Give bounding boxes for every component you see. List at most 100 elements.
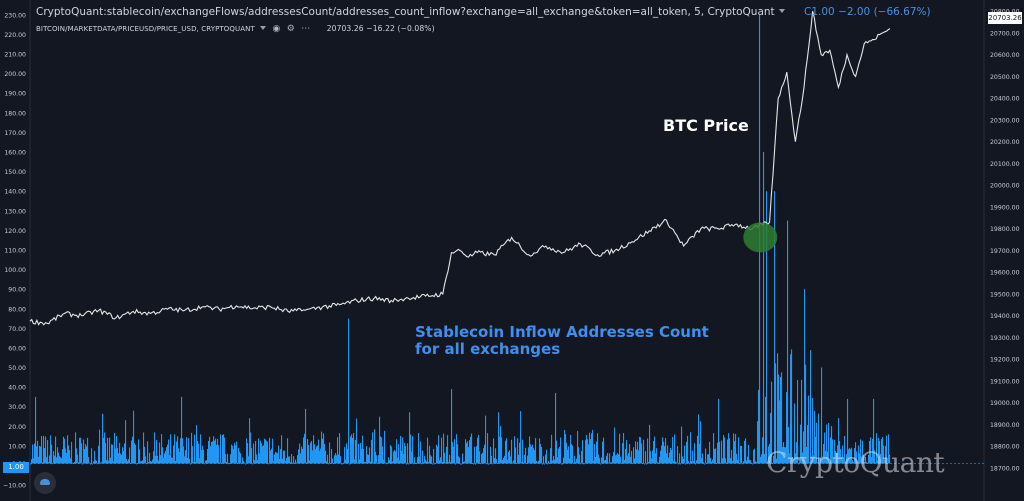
inflow-bar xyxy=(587,439,589,464)
inflow-bar xyxy=(754,448,756,464)
inflow-bar xyxy=(164,453,166,464)
inflow-bar xyxy=(366,445,368,464)
inflow-bar xyxy=(723,434,725,464)
inflow-bar xyxy=(599,457,601,464)
inflow-bar xyxy=(848,449,850,464)
inflow-bar xyxy=(101,462,103,464)
inflow-bar xyxy=(712,459,714,464)
inflow-bar xyxy=(643,439,645,464)
more-icon[interactable]: ⋯ xyxy=(301,24,311,34)
inflow-bar xyxy=(586,434,588,464)
inflow-bar xyxy=(418,433,420,464)
inflow-bar xyxy=(269,437,271,464)
inflow-bar xyxy=(295,459,297,464)
inflow-bar xyxy=(758,389,760,464)
inflow-bar xyxy=(96,460,98,464)
inflow-bar xyxy=(196,425,198,464)
inflow-bar xyxy=(515,447,517,464)
right-tick-label: 19900.00 xyxy=(990,204,1020,211)
right-tick-label: 20100.00 xyxy=(990,161,1020,168)
inflow-bar xyxy=(302,448,304,464)
inflow-bar xyxy=(144,446,146,464)
inflow-bar xyxy=(557,457,559,464)
inflow-bar xyxy=(411,451,413,464)
inflow-bar xyxy=(734,441,736,464)
right-tick-label: 20700.00 xyxy=(990,30,1020,37)
inflow-bar xyxy=(880,453,882,464)
inflow-bar xyxy=(698,414,700,464)
inflow-bar xyxy=(635,441,637,464)
inflow-bar xyxy=(764,453,766,464)
inflow-bar xyxy=(119,442,121,464)
inflow-bar xyxy=(466,442,468,464)
inflow-bar xyxy=(651,458,653,464)
inflow-bar xyxy=(500,426,502,464)
gear-icon[interactable]: ⚙ xyxy=(286,24,295,34)
inflow-bar xyxy=(225,454,227,464)
series-title-text: CryptoQuant:stablecoin/exchangeFlows/add… xyxy=(36,6,775,18)
inflow-bar xyxy=(733,433,735,464)
inflow-bar xyxy=(200,434,202,464)
inflow-bar xyxy=(531,446,533,464)
inflow-bar xyxy=(133,410,135,464)
inflow-bar xyxy=(473,463,475,465)
cryptoquant-logo-icon[interactable] xyxy=(34,472,56,494)
inflow-bar xyxy=(509,450,511,464)
inflow-bar xyxy=(413,463,415,465)
inflow-bar xyxy=(311,441,313,464)
inflow-bar xyxy=(201,450,203,464)
right-tick-label: 19200.00 xyxy=(990,357,1020,364)
inflow-bar xyxy=(234,442,236,464)
inflow-bar xyxy=(576,458,578,464)
stablecoin-annotation: Stablecoin Inflow Addresses Count for al… xyxy=(415,324,709,358)
inflow-bar xyxy=(324,443,326,464)
inflow-bar xyxy=(765,396,767,464)
price-line xyxy=(29,11,891,326)
inflow-bar xyxy=(217,438,219,464)
inflow-bar xyxy=(753,449,755,464)
chevron-down-icon[interactable] xyxy=(778,9,785,13)
inflow-bar xyxy=(247,442,249,464)
inflow-bar xyxy=(474,446,476,464)
inflow-bar xyxy=(656,448,658,464)
inflow-bar xyxy=(760,456,762,464)
inflow-bar xyxy=(841,456,843,464)
inflow-bar xyxy=(554,459,556,464)
inflow-bar xyxy=(308,444,310,464)
inflow-bar xyxy=(232,445,234,464)
inflow-bar xyxy=(688,461,690,464)
inflow-bar xyxy=(176,441,178,464)
inflow-bar xyxy=(84,449,86,464)
inflow-bar xyxy=(878,437,880,464)
inflow-bar xyxy=(777,353,779,464)
inflow-bar xyxy=(782,446,784,464)
inflow-bar xyxy=(854,448,856,464)
inflow-bar xyxy=(801,379,803,464)
inflow-bar xyxy=(768,446,770,464)
inflow-bar xyxy=(676,462,678,464)
inflow-bar xyxy=(668,457,670,464)
inflow-bar xyxy=(628,453,630,464)
inflow-bar xyxy=(165,450,167,464)
inflow-bar xyxy=(342,463,344,465)
inflow-bar xyxy=(431,456,433,464)
inflow-bar xyxy=(185,450,187,464)
eye-icon[interactable]: ◉ xyxy=(272,24,281,34)
inflow-bar xyxy=(376,455,378,464)
inflow-bar xyxy=(154,432,156,464)
inflow-bar xyxy=(250,432,252,464)
inflow-bar xyxy=(70,458,72,464)
inflow-bar xyxy=(752,463,754,465)
inflow-bar xyxy=(78,462,80,464)
inflow-bar xyxy=(405,446,407,464)
inflow-bar xyxy=(485,415,487,464)
inflow-bar xyxy=(550,448,552,464)
inflow-bar xyxy=(506,438,508,464)
inflow-bar xyxy=(490,446,492,464)
inflow-bar xyxy=(228,463,230,465)
inflow-bar xyxy=(769,443,771,464)
inflow-bar xyxy=(358,443,360,464)
chevron-down-icon[interactable] xyxy=(260,26,267,30)
inflow-bar xyxy=(420,441,422,464)
inflow-bar xyxy=(730,458,732,464)
